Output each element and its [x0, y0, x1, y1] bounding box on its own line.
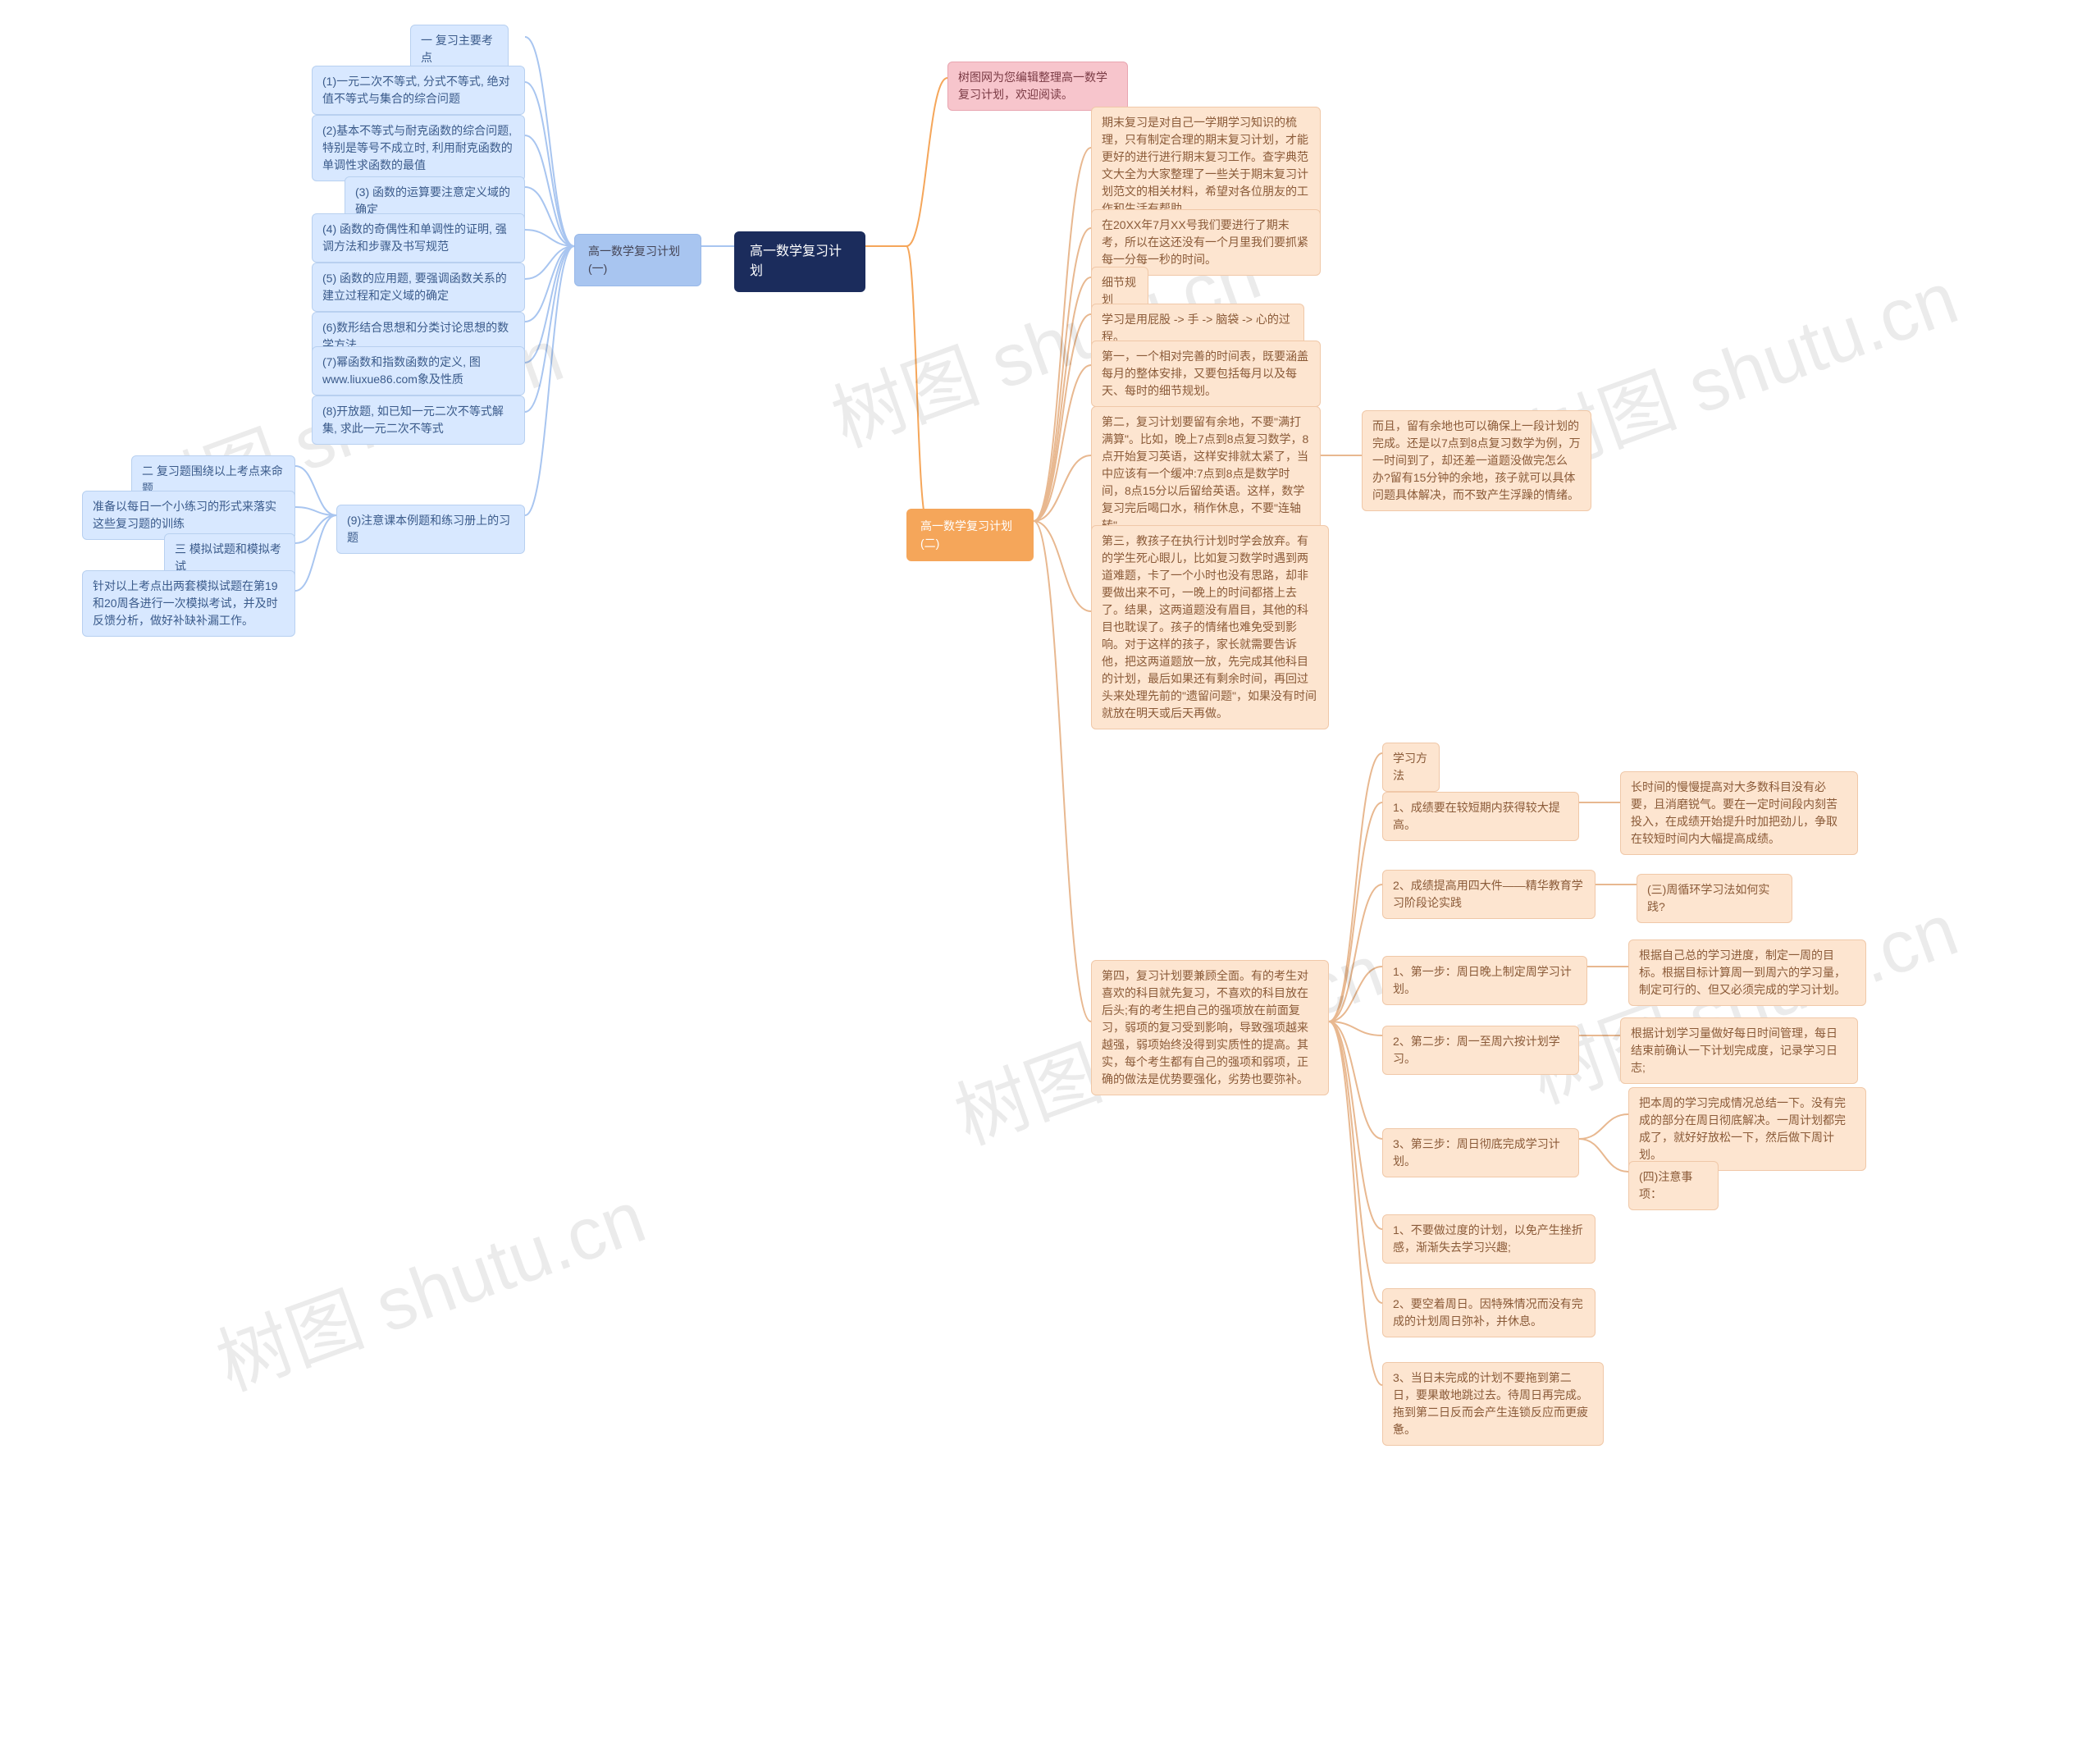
branch-plan-1[interactable]: 高一数学复习计划(一) [574, 234, 701, 286]
right-leaf-17[interactable]: 根据计划学习量做好每日时间管理，每日结束前确认一下计划完成度，记录学习日志; [1620, 1017, 1858, 1084]
left-leaf-7[interactable]: (7)幂函数和指数函数的定义, 图www.liuxue86.com象及性质 [312, 346, 525, 395]
root-node[interactable]: 高一数学复习计划 [734, 231, 865, 292]
right-leaf-16[interactable]: 2、第二步：周一至周六按计划学习。 [1382, 1026, 1579, 1075]
intro-note: 树图网为您编辑整理高一数学复习计划，欢迎阅读。 [947, 62, 1128, 111]
right-leaf-20[interactable]: (四)注意事项： [1628, 1161, 1719, 1210]
right-leaf-7[interactable]: 第三，教孩子在执行计划时学会放弃。有的学生死心眼儿，比如复习数学时遇到两道难题，… [1091, 525, 1329, 729]
left-leaf-13[interactable]: 针对以上考点出两套模拟试题在第19和20周各进行一次模拟考试，并及时反馈分析，做… [82, 570, 295, 637]
left-leaf-1[interactable]: (1)一元二次不等式, 分式不等式, 绝对值不等式与集合的综合问题 [312, 66, 525, 115]
right-leaf-0[interactable]: 期末复习是对自己一学期学习知识的梳理，只有制定合理的期末复习计划，才能更好的进行… [1091, 107, 1321, 225]
right-leaf-21[interactable]: 1、不要做过度的计划，以免产生挫折感，渐渐失去学习兴趣; [1382, 1214, 1596, 1264]
right-leaf-19[interactable]: 把本周的学习完成情况总结一下。没有完成的部分在周日彻底解决。一周计划都完成了，就… [1628, 1087, 1866, 1171]
right-leaf-22[interactable]: 2、要空着周日。因特殊情况而没有完成的计划周日弥补，并休息。 [1382, 1288, 1596, 1337]
right-leaf-8[interactable]: 第四，复习计划要兼顾全面。有的考生对喜欢的科目就先复习，不喜欢的科目放在后头;有… [1091, 960, 1329, 1095]
right-leaf-10[interactable]: 1、成绩要在较短期内获得较大提高。 [1382, 792, 1579, 841]
right-leaf-23[interactable]: 3、当日未完成的计划不要拖到第二日，要果敢地跳过去。待周日再完成。拖到第二日反而… [1382, 1362, 1604, 1446]
watermark: 树图 shutu.cn [200, 1158, 657, 1411]
right-leaf-14[interactable]: 1、第一步：周日晚上制定周学习计划。 [1382, 956, 1587, 1005]
left-leaf-2[interactable]: (2)基本不等式与耐克函数的综合问题, 特别是等号不成立时, 利用耐克函数的单调… [312, 115, 525, 181]
right-leaf-5[interactable]: 第二，复习计划要留有余地，不要"满打满算"。比如，晚上7点到8点复习数学，8点开… [1091, 406, 1321, 542]
right-leaf-9[interactable]: 学习方法 [1382, 743, 1440, 792]
right-leaf-1[interactable]: 在20XX年7月XX号我们要进行了期末考，所以在这还没有一个月里我们要抓紧每一分… [1091, 209, 1321, 276]
left-leaf-8[interactable]: (8)开放题, 如已知一元二次不等式解集, 求此一元二次不等式 [312, 395, 525, 445]
right-leaf-13[interactable]: (三)周循环学习法如何实践? [1637, 874, 1792, 923]
branch-plan-2[interactable]: 高一数学复习计划(二) [906, 509, 1034, 561]
left-leaf-11[interactable]: 准备以每日一个小练习的形式来落实这些复习题的训练 [82, 491, 295, 540]
right-leaf-4[interactable]: 第一，一个相对完善的时间表，既要涵盖每月的整体安排，又要包括每月以及每天、每时的… [1091, 341, 1321, 407]
right-leaf-6[interactable]: 而且，留有余地也可以确保上一段计划的完成。还是以7点到8点复习数学为例，万一时间… [1362, 410, 1591, 511]
right-leaf-15[interactable]: 根据自己总的学习进度，制定一周的目标。根据目标计算周一到周六的学习量，制定可行的… [1628, 939, 1866, 1006]
left-leaf-9[interactable]: (9)注意课本例题和练习册上的习题 [336, 505, 525, 554]
right-leaf-11[interactable]: 长时间的慢慢提高对大多数科目没有必要，且消磨锐气。要在一定时间段内刻苦投入，在成… [1620, 771, 1858, 855]
left-leaf-4[interactable]: (4) 函数的奇偶性和单调性的证明, 强调方法和步骤及书写规范 [312, 213, 525, 263]
right-leaf-12[interactable]: 2、成绩提高用四大件——精华教育学习阶段论实践 [1382, 870, 1596, 919]
left-leaf-5[interactable]: (5) 函数的应用题, 要强调函数关系的建立过程和定义域的确定 [312, 263, 525, 312]
right-leaf-18[interactable]: 3、第三步：周日彻底完成学习计划。 [1382, 1128, 1579, 1177]
